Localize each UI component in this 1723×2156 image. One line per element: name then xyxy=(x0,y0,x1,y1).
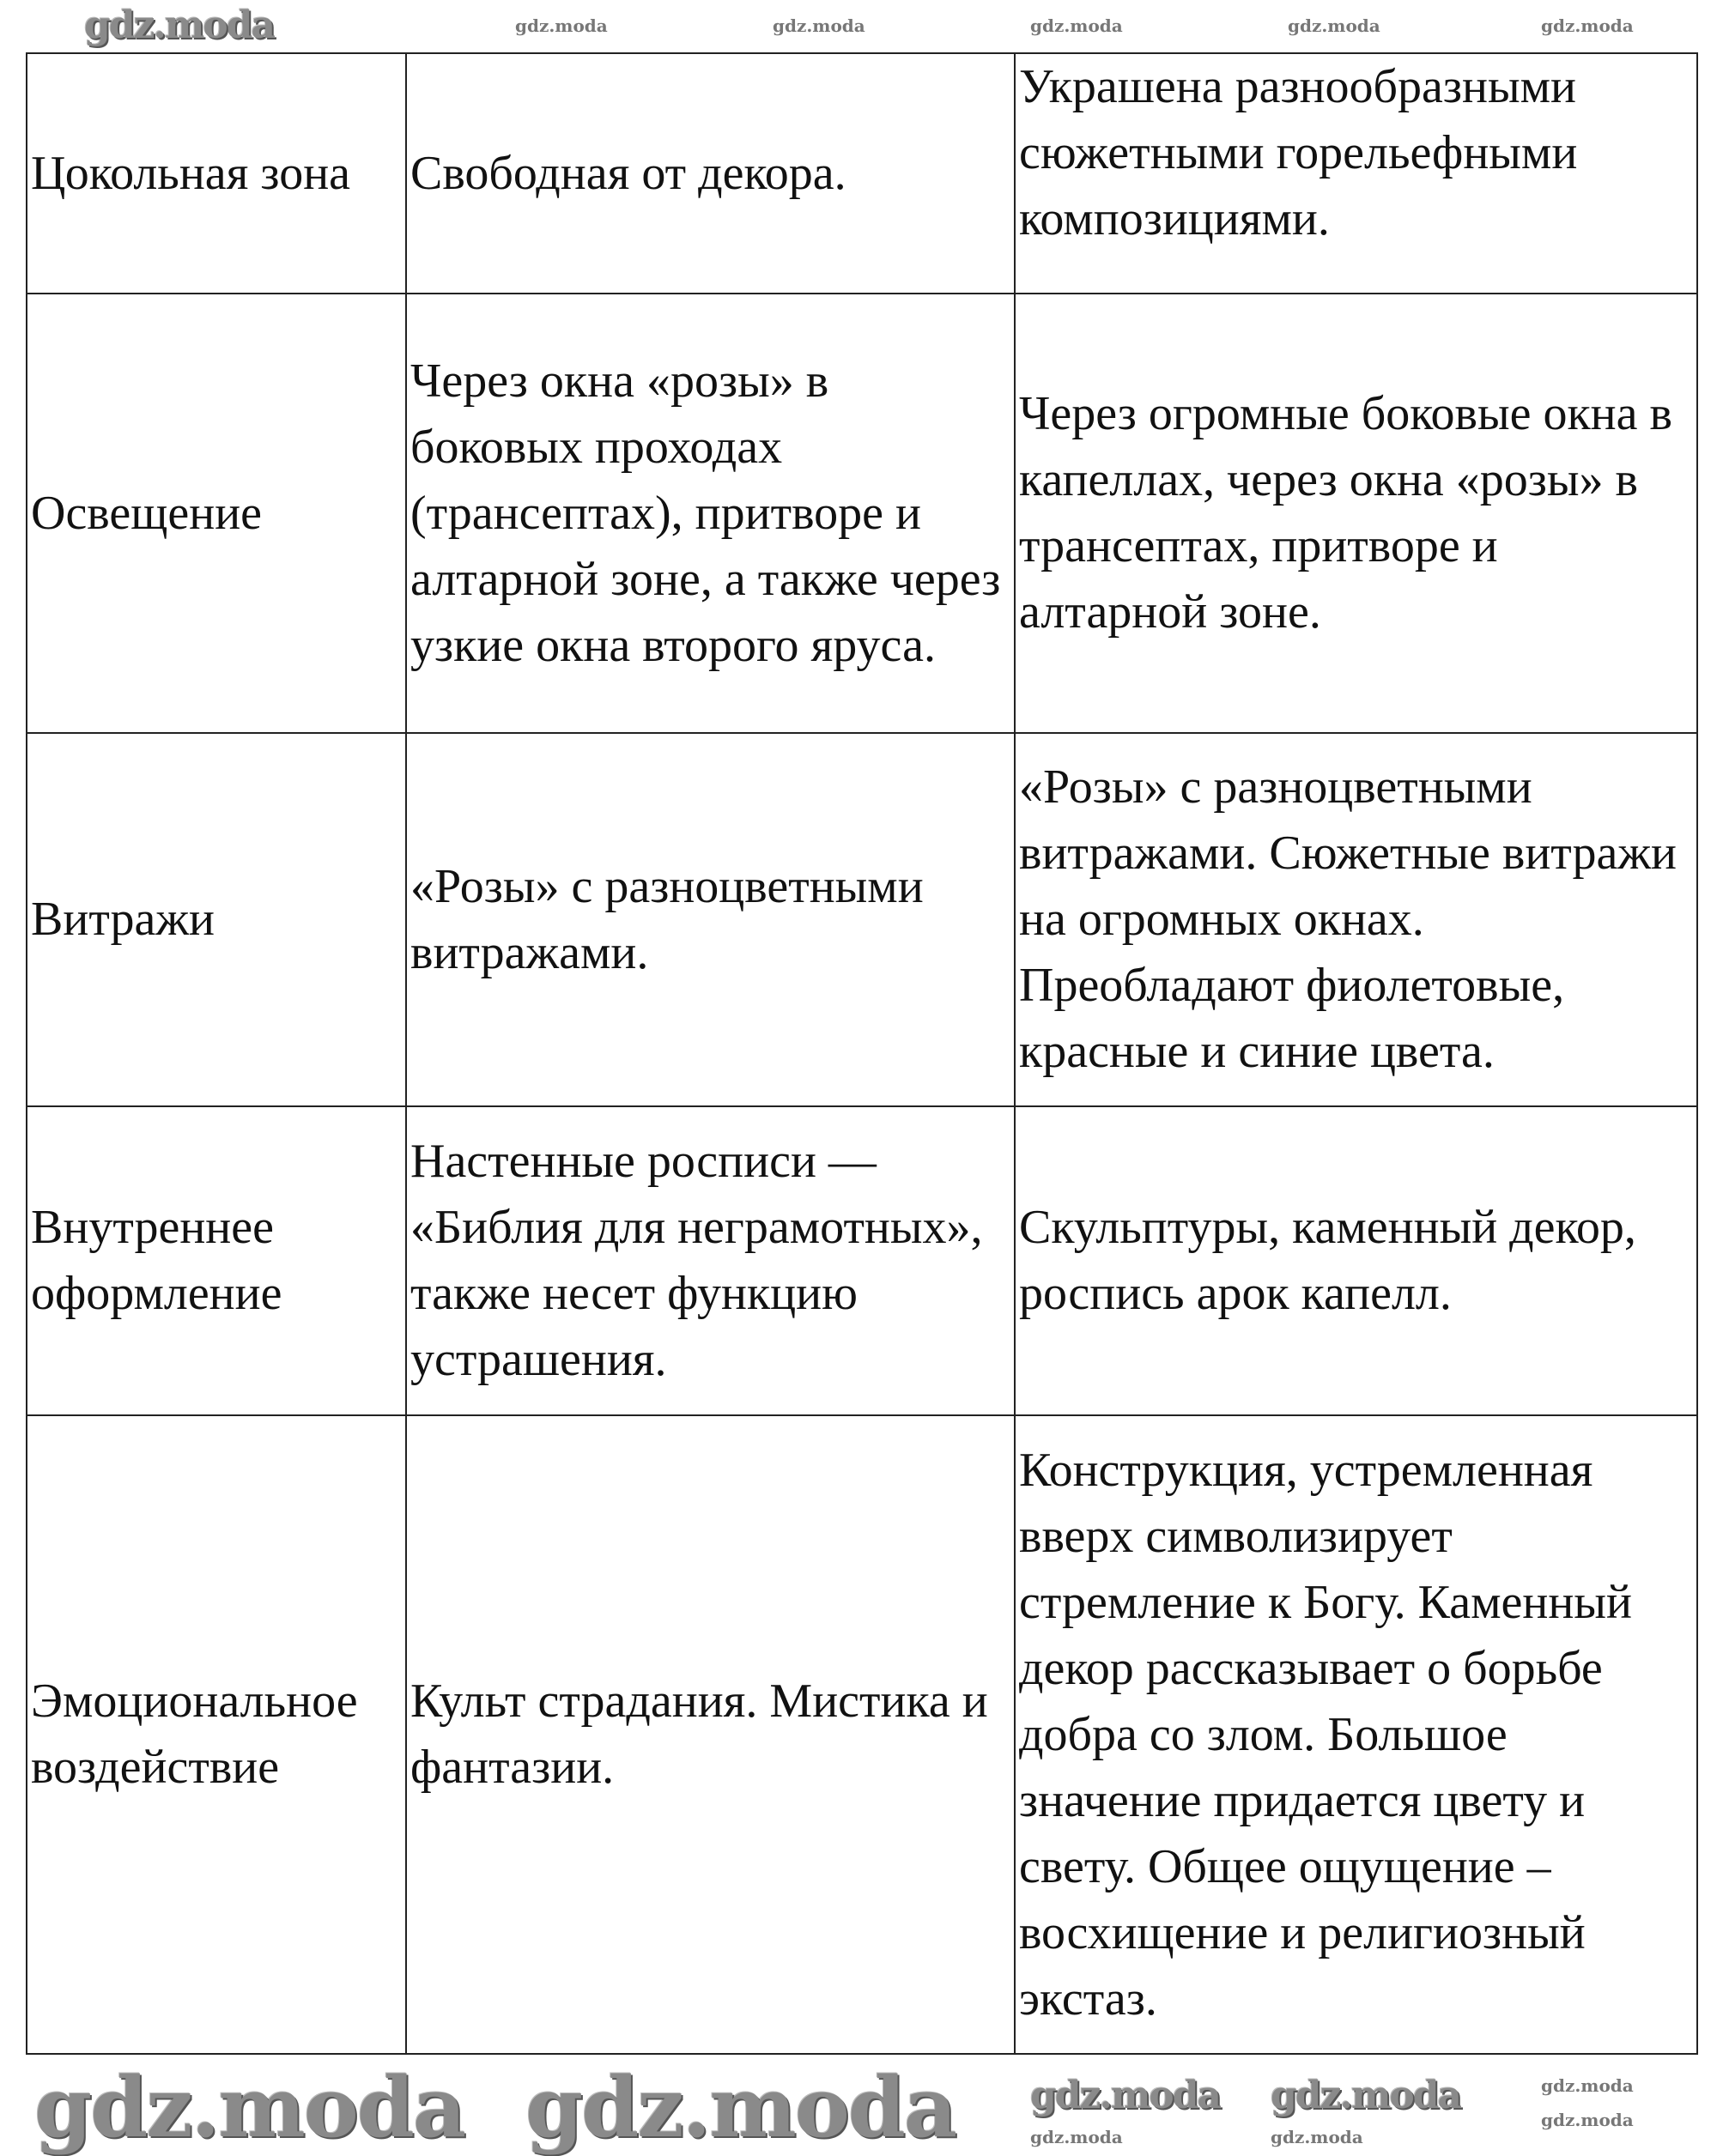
feature-cell: Внутреннее оформление xyxy=(26,1105,407,1416)
table-row: Внутреннее оформление Настенные росписи … xyxy=(26,1105,1698,1416)
comparison-table: Цокольная зона Свободная от декора. Укра… xyxy=(26,52,1698,2055)
watermark-logo: gdz.moda xyxy=(525,2059,957,2156)
romanesque-cell: Свободная от декора. xyxy=(405,52,1016,294)
watermark-logo: gdz.moda xyxy=(1030,15,1123,36)
watermark-logo: gdz.moda xyxy=(1541,2110,1634,2130)
gothic-cell: «Розы» с разноцветными витражами. Сюжетн… xyxy=(1014,732,1698,1107)
feature-cell: Эмоциональное воздействие xyxy=(26,1414,407,2055)
romanesque-cell: Культ страдания. Мистика и фантазии. xyxy=(405,1414,1016,2055)
romanesque-cell: Настенные росписи — «Библия для неграмот… xyxy=(405,1105,1016,1416)
gothic-cell: Украшена разнообразными сюжетными горель… xyxy=(1014,52,1698,294)
romanesque-cell: «Розы» с разноцветными витражами. xyxy=(405,732,1016,1107)
gothic-cell: Скульптуры, каменный декор, роспись арок… xyxy=(1014,1105,1698,1416)
gothic-cell: Через огромные боковые окна в капеллах, … xyxy=(1014,293,1698,734)
watermark-logo: gdz.moda xyxy=(1541,2075,1634,2096)
feature-cell: Витражи xyxy=(26,732,407,1107)
table-row: Витражи «Розы» с разноцветными витражами… xyxy=(26,732,1698,1107)
watermark-logo: gdz.moda xyxy=(1541,15,1634,36)
table-row: Эмоциональное воздействие Культ страдани… xyxy=(26,1414,1698,2055)
table-row: Цокольная зона Свободная от декора. Укра… xyxy=(26,52,1698,294)
watermark-logo: gdz.moda xyxy=(1271,2074,1462,2117)
table-row: Освещение Через окна «розы» в боковых пр… xyxy=(26,293,1698,734)
watermark-logo: gdz.moda xyxy=(515,15,608,36)
watermark-logo: gdz.moda xyxy=(84,3,276,47)
watermark-logo: gdz.moda xyxy=(773,15,865,36)
gothic-cell: Конструкция, устремленная вверх символиз… xyxy=(1014,1414,1698,2055)
watermark-logo: gdz.moda xyxy=(1271,2127,1363,2147)
watermark-logo: gdz.moda xyxy=(1030,2074,1222,2117)
watermark-logo: gdz.moda xyxy=(1030,2127,1123,2147)
feature-cell: Освещение xyxy=(26,293,407,734)
watermark-logo: gdz.moda xyxy=(1288,15,1380,36)
feature-cell: Цокольная зона xyxy=(26,52,407,294)
watermark-logo: gdz.moda xyxy=(34,2059,466,2156)
romanesque-cell: Через окна «розы» в боковых проходах (тр… xyxy=(405,293,1016,734)
